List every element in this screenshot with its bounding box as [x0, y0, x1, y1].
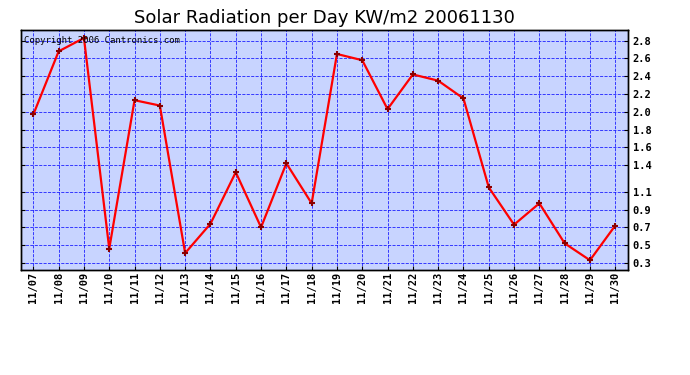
Text: Copyright 2006 Cantronics.com: Copyright 2006 Cantronics.com: [23, 36, 179, 45]
Title: Solar Radiation per Day KW/m2 20061130: Solar Radiation per Day KW/m2 20061130: [134, 9, 515, 27]
